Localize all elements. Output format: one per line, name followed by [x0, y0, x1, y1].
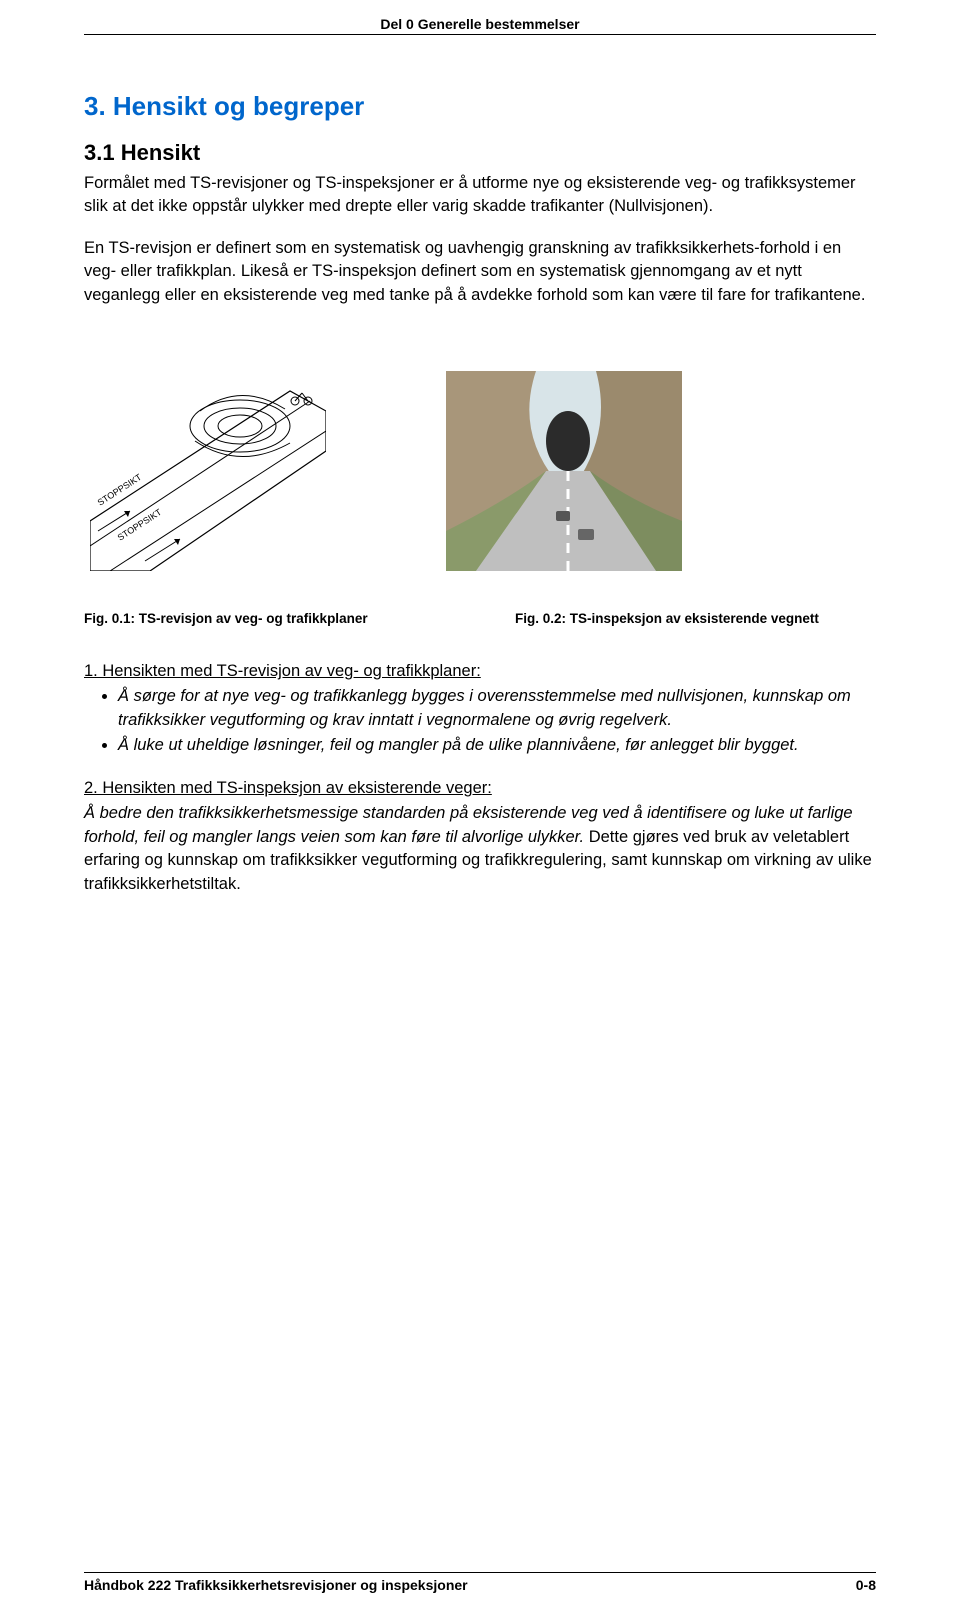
paragraph-intro: Formålet med TS-revisjoner og TS-inspeks… — [84, 172, 876, 219]
figure-right-caption: Fig. 0.2: TS-inspeksjon av eksisterende … — [515, 611, 876, 626]
section2-lead: 2. Hensikten med TS-inspeksjon av eksist… — [84, 779, 876, 798]
caption-row: Fig. 0.1: TS-revisjon av veg- og trafikk… — [84, 611, 876, 626]
section1-bullets: Å sørge for at nye veg- og trafikkanlegg… — [84, 685, 876, 757]
figure-right — [446, 371, 682, 571]
list-item: Å sørge for at nye veg- og trafikkanlegg… — [118, 685, 876, 732]
section1-lead: 1. Hensikten med TS-revisjon av veg- og … — [84, 662, 876, 681]
footer-right: 0-8 — [856, 1577, 876, 1593]
road-photo-icon — [446, 371, 682, 571]
paragraph-defn: En TS-revisjon er definert som en system… — [84, 237, 876, 307]
running-header: Del 0 Generelle bestemmelser — [84, 16, 876, 35]
page-footer: Håndbok 222 Trafikksikkerhetsrevisjoner … — [84, 1572, 876, 1593]
heading-1: 3. Hensikt og begreper — [84, 91, 876, 122]
figures-row: STOPPSIKT STOPPSIKT — [84, 371, 876, 571]
section2-paragraph: Å bedre den trafikksikkerhetsmessige sta… — [84, 802, 876, 896]
footer-left: Håndbok 222 Trafikksikkerhetsrevisjoner … — [84, 1577, 468, 1593]
list-item: Å luke ut uheldige løsninger, feil og ma… — [118, 734, 876, 757]
roadplan-sketch-icon: STOPPSIKT STOPPSIKT — [90, 371, 326, 571]
figure-left-caption: Fig. 0.1: TS-revisjon av veg- og trafikk… — [84, 611, 445, 626]
page: Del 0 Generelle bestemmelser 3. Hensikt … — [0, 0, 960, 1617]
heading-2: 3.1 Hensikt — [84, 140, 876, 166]
figure-left: STOPPSIKT STOPPSIKT — [90, 371, 326, 571]
